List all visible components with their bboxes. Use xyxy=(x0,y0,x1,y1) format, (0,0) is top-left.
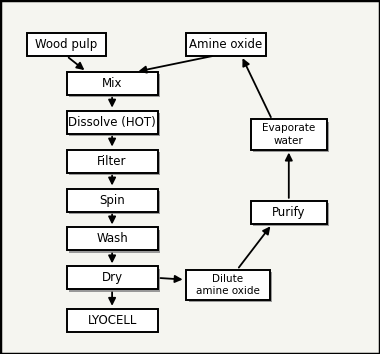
Text: Spin: Spin xyxy=(99,194,125,206)
FancyBboxPatch shape xyxy=(66,266,158,290)
Text: Wash: Wash xyxy=(96,233,128,245)
Text: Purify: Purify xyxy=(272,206,306,219)
Text: Wood pulp: Wood pulp xyxy=(35,38,98,51)
Text: Amine oxide: Amine oxide xyxy=(190,38,263,51)
FancyBboxPatch shape xyxy=(69,152,160,175)
FancyBboxPatch shape xyxy=(69,230,160,253)
FancyBboxPatch shape xyxy=(66,189,158,212)
FancyBboxPatch shape xyxy=(66,309,158,332)
Text: Dissolve (HOT): Dissolve (HOT) xyxy=(68,116,156,129)
FancyBboxPatch shape xyxy=(189,273,272,302)
FancyBboxPatch shape xyxy=(69,269,160,292)
FancyBboxPatch shape xyxy=(251,120,327,149)
FancyBboxPatch shape xyxy=(27,33,106,56)
Text: Dilute
amine oxide: Dilute amine oxide xyxy=(196,274,260,296)
Text: Evaporate
water: Evaporate water xyxy=(262,123,315,146)
FancyBboxPatch shape xyxy=(69,191,160,214)
FancyBboxPatch shape xyxy=(253,203,329,227)
FancyBboxPatch shape xyxy=(66,110,158,133)
FancyBboxPatch shape xyxy=(66,228,158,251)
FancyBboxPatch shape xyxy=(253,122,329,152)
Text: LYOCELL: LYOCELL xyxy=(87,314,137,327)
FancyBboxPatch shape xyxy=(186,270,270,300)
FancyBboxPatch shape xyxy=(69,74,160,97)
Text: Dry: Dry xyxy=(101,272,123,284)
Text: Mix: Mix xyxy=(102,77,122,90)
Text: Filter: Filter xyxy=(97,155,127,167)
FancyBboxPatch shape xyxy=(66,72,158,95)
FancyBboxPatch shape xyxy=(66,149,158,172)
FancyBboxPatch shape xyxy=(186,33,266,56)
FancyBboxPatch shape xyxy=(251,201,327,224)
FancyBboxPatch shape xyxy=(69,113,160,136)
